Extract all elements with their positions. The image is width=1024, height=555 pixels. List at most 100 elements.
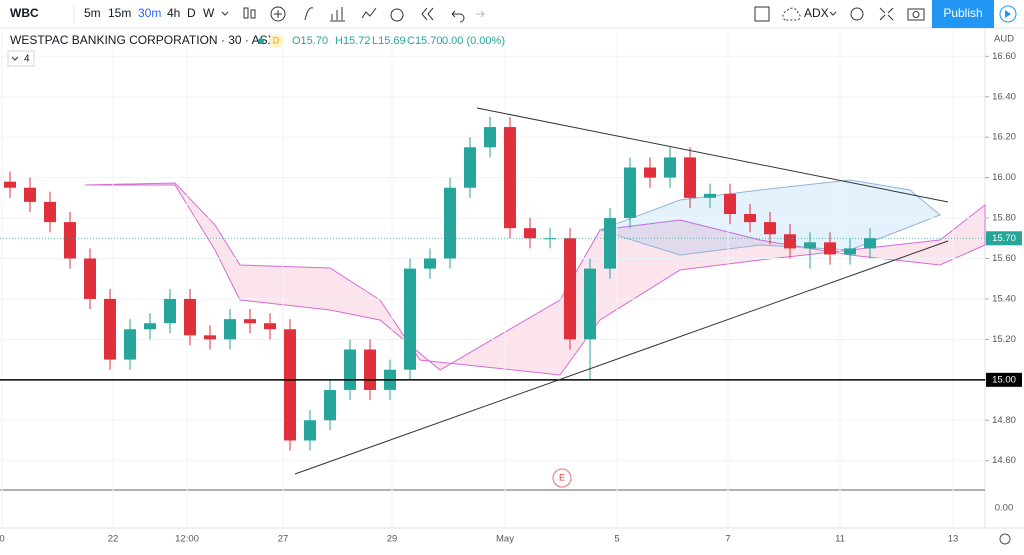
candle-body	[4, 181, 16, 188]
candle-body	[284, 329, 296, 441]
interval[interactable]: 15m	[108, 6, 131, 20]
candle-body	[464, 147, 476, 188]
bars-icon[interactable]	[330, 7, 345, 22]
candle-body	[744, 214, 756, 223]
interval[interactable]: 5m	[84, 6, 101, 20]
dropdown-icon[interactable]	[221, 11, 229, 16]
y-tick-label: 15.60	[992, 253, 1016, 264]
interval-active[interactable]: 30m	[138, 6, 161, 20]
candle-body	[864, 238, 876, 249]
candle-body	[84, 258, 96, 299]
axis-settings-icon[interactable]	[999, 533, 1011, 545]
legend-open: O15.70	[292, 35, 328, 47]
badge	[269, 34, 283, 48]
candle-body	[264, 323, 276, 330]
y-tick-label: 16.40	[992, 91, 1016, 102]
price-label: 15.70	[992, 233, 1016, 244]
dropdown-icon[interactable]	[829, 11, 837, 16]
candle-body	[764, 222, 776, 235]
candle-body	[244, 319, 256, 324]
interval[interactable]: D	[187, 6, 196, 20]
replay-icon[interactable]	[421, 7, 434, 21]
candle-body	[504, 127, 516, 229]
candle-icon[interactable]	[250, 9, 256, 19]
add-icon-cross	[274, 10, 282, 18]
event-marker[interactable]	[552, 468, 572, 488]
legend-close: C15.70	[407, 35, 442, 47]
indicators-count[interactable]: 4	[24, 54, 30, 65]
event-label[interactable]: E	[559, 472, 565, 482]
price-label-box	[986, 231, 1022, 246]
settings-icon[interactable]	[850, 7, 864, 21]
symbol[interactable]: WBC	[10, 6, 39, 20]
status-dot	[258, 38, 264, 44]
y-tick-label: 16.60	[992, 51, 1016, 62]
price-label-box	[986, 372, 1022, 387]
legend-ohlc: O15.70 H15.72 L15.69 C15.70 0.00 (0.00%)	[292, 35, 505, 47]
y-tick-label: 15.80	[992, 213, 1016, 224]
candle-icon[interactable]	[243, 7, 249, 19]
publish-label[interactable]: Publish	[943, 6, 982, 20]
x-tick-label: 11	[835, 534, 845, 545]
play-icon	[1005, 10, 1011, 18]
candle-body	[184, 298, 196, 336]
y-tick-label: 14.60	[992, 455, 1016, 466]
layout-icon[interactable]	[754, 6, 770, 22]
interval[interactable]: 4h	[167, 6, 180, 20]
indicator[interactable]: ADX	[804, 6, 829, 20]
publish-button[interactable]	[932, 0, 994, 28]
candle-body	[444, 187, 456, 259]
candle-body	[304, 420, 316, 441]
snapshot-icon[interactable]	[907, 8, 925, 21]
candle-body	[844, 248, 856, 255]
candle-body	[824, 242, 836, 255]
candle-body	[404, 268, 416, 370]
chevron	[11, 56, 19, 61]
badge-label: D	[273, 35, 280, 45]
x-tick-label: 0	[0, 534, 5, 545]
candle-body	[424, 258, 436, 269]
trend-line[interactable]	[294, 240, 949, 475]
toolbar	[0, 0, 1024, 28]
candle-body	[224, 319, 236, 340]
candle-body	[524, 228, 536, 239]
candle-body	[344, 349, 356, 390]
candle-body	[584, 268, 596, 340]
candle-body	[364, 349, 376, 390]
candle-body	[24, 187, 36, 202]
fullscreen-icon[interactable]	[879, 7, 894, 21]
candle-body	[784, 234, 796, 249]
candle-body	[804, 242, 816, 249]
candle-body	[484, 127, 496, 148]
indicators-toggle[interactable]	[7, 50, 35, 67]
price-label: 15.00	[992, 374, 1016, 385]
x-tick-label: 7	[725, 534, 730, 545]
candle-body	[664, 157, 676, 178]
volume-axis-label: 0.00	[995, 503, 1014, 514]
interval[interactable]: W	[203, 6, 215, 20]
trend-line[interactable]	[476, 107, 949, 203]
alert-icon[interactable]	[390, 8, 404, 22]
x-tick-label: 12:00	[175, 534, 199, 545]
compare-icon[interactable]	[361, 7, 377, 19]
undo-icon[interactable]	[451, 10, 465, 23]
candle-body	[324, 389, 336, 421]
currency: AUD	[994, 34, 1014, 45]
candle-body	[104, 298, 116, 360]
candle-body	[704, 193, 716, 198]
toolbar-icons	[243, 6, 925, 23]
candle-body	[164, 298, 176, 324]
candle-body	[624, 167, 636, 219]
candle-body	[684, 157, 696, 198]
redo-icon[interactable]	[476, 10, 485, 18]
candle-body	[64, 222, 76, 259]
x-tick-label: 5	[614, 534, 619, 545]
x-tick-label: 13	[948, 534, 959, 545]
fx-icon[interactable]	[304, 7, 314, 21]
x-tick-label: 29	[387, 534, 398, 545]
candle-body	[564, 238, 576, 340]
legend-high: H15.72	[335, 35, 370, 47]
x-tick-label: 22	[108, 534, 119, 545]
add-icon[interactable]	[270, 6, 286, 22]
